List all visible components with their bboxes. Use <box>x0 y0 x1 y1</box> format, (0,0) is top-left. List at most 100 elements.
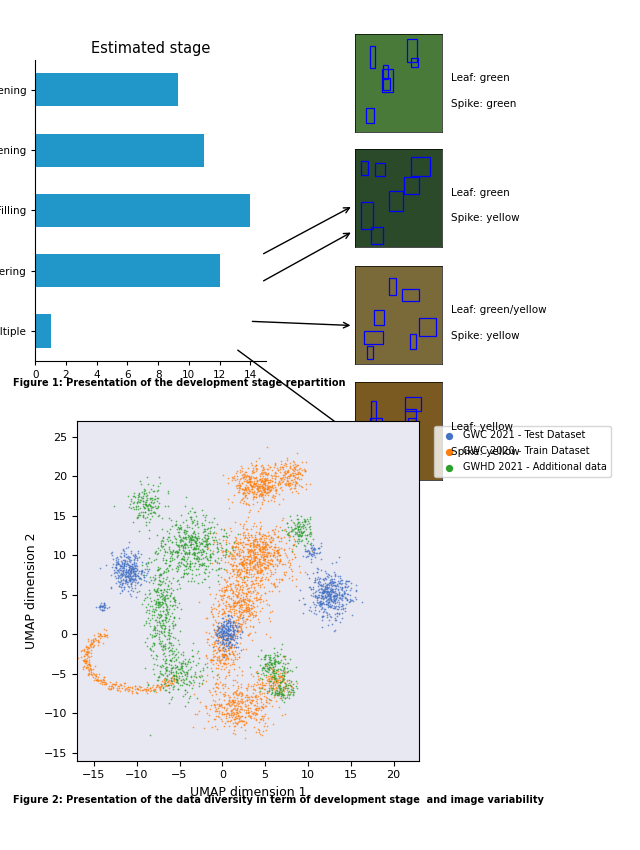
Point <box>264 479 275 493</box>
Point <box>258 660 268 674</box>
Point <box>86 637 96 650</box>
Point <box>190 542 200 556</box>
Point <box>110 553 120 567</box>
Point <box>93 634 104 648</box>
Point <box>351 578 361 592</box>
Point <box>244 593 255 607</box>
Point <box>161 683 172 697</box>
Point <box>244 533 254 547</box>
Point <box>319 584 329 598</box>
Point <box>255 564 265 577</box>
Point <box>263 525 273 539</box>
Point <box>277 659 287 672</box>
Point <box>181 526 191 540</box>
Point <box>219 656 229 670</box>
Point <box>341 577 351 591</box>
Point <box>246 667 256 681</box>
Point <box>83 645 93 659</box>
Point <box>142 611 152 625</box>
Point <box>221 644 232 658</box>
Point <box>269 666 279 679</box>
Point <box>234 544 244 558</box>
Point <box>226 638 236 651</box>
Point <box>154 570 164 584</box>
Point <box>269 467 280 480</box>
Point <box>261 665 271 678</box>
Point <box>118 564 128 577</box>
Point <box>146 649 156 662</box>
Point <box>232 465 243 479</box>
Point <box>205 550 215 564</box>
Point <box>149 506 159 519</box>
Point <box>139 570 149 583</box>
Point <box>106 547 116 560</box>
Point <box>159 675 169 688</box>
Point <box>248 585 258 598</box>
Point <box>173 545 184 558</box>
Point <box>265 675 275 688</box>
Point <box>184 538 195 552</box>
Point <box>250 609 260 622</box>
Point <box>193 531 203 545</box>
Point <box>314 586 324 599</box>
Point <box>173 662 184 676</box>
Point <box>148 573 159 586</box>
Point <box>159 618 170 632</box>
Point <box>162 524 172 538</box>
Point <box>257 481 268 495</box>
Point <box>269 460 280 473</box>
Point <box>153 608 163 621</box>
Point <box>243 511 253 524</box>
Point <box>238 615 248 628</box>
Point <box>108 552 118 566</box>
Point <box>241 474 251 488</box>
Point <box>283 474 293 488</box>
Point <box>184 543 194 557</box>
Point <box>167 536 177 549</box>
Point <box>275 670 285 683</box>
Point <box>267 474 277 488</box>
Point <box>218 650 228 664</box>
Point <box>250 471 260 484</box>
Point <box>208 693 218 706</box>
Point <box>332 577 342 591</box>
Point <box>291 660 301 673</box>
Point <box>152 502 163 515</box>
Point <box>326 578 337 592</box>
Point <box>160 643 170 656</box>
Point <box>138 490 148 503</box>
Point <box>288 683 298 697</box>
Point <box>230 693 241 706</box>
Point <box>255 574 266 587</box>
Point <box>243 481 253 495</box>
Point <box>191 536 202 550</box>
Point <box>227 562 237 575</box>
Point <box>227 541 237 554</box>
Point <box>220 632 230 646</box>
Point <box>330 597 340 610</box>
Point <box>317 586 327 599</box>
Point <box>148 636 159 649</box>
Point <box>97 599 108 613</box>
Point <box>212 704 222 717</box>
Point <box>329 589 339 603</box>
Point <box>345 592 355 606</box>
Point <box>257 700 268 714</box>
Point <box>223 688 233 702</box>
Point <box>179 544 189 558</box>
Point <box>328 578 339 592</box>
Point <box>159 593 169 607</box>
Point <box>261 561 271 575</box>
Point <box>157 659 168 672</box>
Point <box>85 638 95 652</box>
Point <box>240 592 250 606</box>
Point <box>208 651 218 665</box>
Point <box>248 546 259 559</box>
Point <box>157 589 167 603</box>
Point <box>125 550 136 564</box>
Point <box>259 678 269 692</box>
Point <box>200 513 210 526</box>
Point <box>124 562 134 575</box>
Point <box>257 728 267 742</box>
Point <box>323 592 333 605</box>
